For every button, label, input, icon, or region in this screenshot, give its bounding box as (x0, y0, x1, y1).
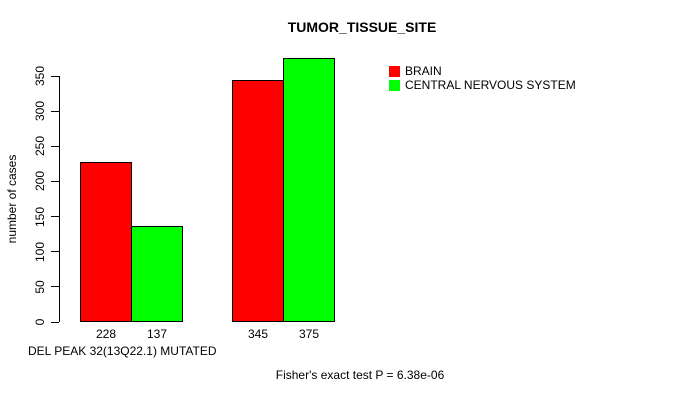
y-axis-line (59, 76, 60, 322)
fisher-test-annotation: Fisher's exact test P = 6.38e-06 (275, 368, 445, 382)
legend-item-brain: BRAIN (389, 64, 576, 78)
y-tick-label: 100 (33, 241, 47, 262)
y-tick-mark (51, 110, 59, 112)
legend-label-brain: BRAIN (405, 64, 442, 78)
y-tick-label: 300 (33, 101, 47, 122)
y-tick-mark (51, 286, 59, 288)
legend-swatch-cns (389, 79, 400, 91)
y-tick-mark (51, 75, 59, 77)
y-tick-label: 350 (33, 65, 47, 87)
y-tick-mark (51, 180, 59, 182)
bar-value-label: 228 (95, 327, 117, 341)
bar-brain-group1 (80, 161, 132, 322)
x-axis-label: DEL PEAK 32(13Q22.1) MUTATED (28, 344, 217, 358)
legend-item-cns: CENTRAL NERVOUS SYSTEM (389, 78, 576, 92)
legend-swatch-brain (389, 65, 400, 77)
legend-label-cns: CENTRAL NERVOUS SYSTEM (405, 78, 576, 92)
y-tick-mark (51, 321, 59, 323)
y-axis-label: number of cases (5, 154, 19, 244)
y-tick-label: 150 (33, 206, 47, 227)
legend: BRAIN CENTRAL NERVOUS SYSTEM (389, 64, 576, 92)
y-tick-mark (51, 251, 59, 253)
y-tick-label: 0 (33, 318, 47, 326)
bar-value-label: 137 (146, 327, 168, 341)
bar-value-label: 345 (247, 327, 269, 341)
bar-value-label: 375 (298, 327, 320, 341)
bar-brain-group2 (232, 79, 284, 322)
y-tick-label: 250 (33, 136, 47, 157)
bar-central-nervous-system-group2 (283, 58, 335, 322)
bar-central-nervous-system-group1 (131, 225, 183, 322)
chart-title: TUMOR_TISSUE_SITE (287, 19, 437, 35)
y-tick-mark (51, 216, 59, 218)
y-tick-mark (51, 145, 59, 147)
y-tick-label: 200 (33, 171, 47, 192)
y-tick-label: 50 (33, 280, 47, 294)
